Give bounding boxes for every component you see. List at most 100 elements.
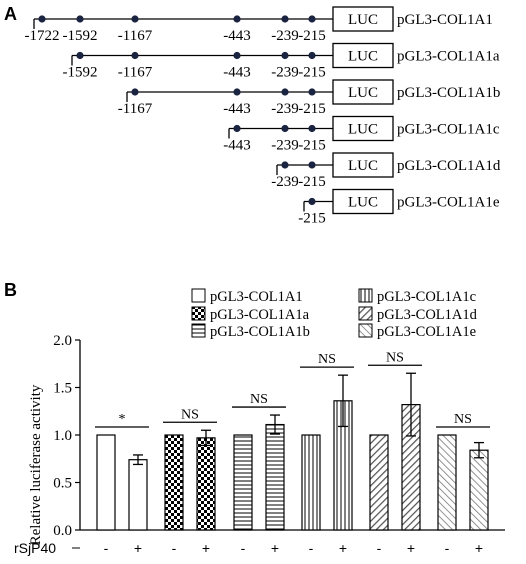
- y-tick-label: 0.5: [53, 476, 72, 492]
- treatment-symbol: +: [202, 540, 210, 556]
- treatment-symbol: -: [309, 540, 314, 556]
- binding-site-dot: [233, 88, 241, 96]
- y-tick-label: 0.0: [53, 523, 72, 539]
- significance-label: NS: [181, 407, 199, 422]
- construct-row: -1167 -443 -239 -215 LUC pGL3-COL1A1b: [118, 79, 500, 117]
- binding-site-dot: [233, 15, 241, 23]
- treatment-symbol: +: [407, 540, 415, 556]
- binding-site-dot: [131, 51, 139, 60]
- panel-b-letter: B: [4, 280, 17, 300]
- binding-site-dot: [38, 15, 46, 23]
- luc-box: [332, 115, 394, 142]
- significance-label: NS: [386, 350, 404, 365]
- bar: [196, 437, 216, 531]
- luciferase-bar-chart: 0.0 0.5 1.0 1.5 2.0 Relative luciferase activ…: [14, 333, 505, 556]
- panel-a-letter: A: [4, 4, 17, 24]
- construct-row: -215 LUC pGL3-COL1A1e: [298, 188, 500, 227]
- legend-swatch: [191, 288, 206, 303]
- treatment-symbol: +: [271, 540, 279, 556]
- treatment-label: rSjP40: [14, 540, 56, 556]
- bar: [369, 434, 389, 531]
- construct-row: -239 -215 LUC pGL3-COL1A1d: [271, 152, 501, 190]
- position-label: -1722: [25, 28, 60, 44]
- bar: [265, 423, 285, 531]
- bar: [128, 459, 148, 531]
- y-tick-label: 2.0: [53, 333, 72, 349]
- binding-site-dot: [281, 88, 289, 96]
- treatment-symbol: +: [134, 540, 142, 556]
- bar-group: NS - +: [436, 412, 490, 556]
- luc-label: LUC: [348, 49, 378, 65]
- legend-swatch: [358, 288, 373, 303]
- position-label: -215: [298, 138, 326, 154]
- binding-site-dot: [281, 161, 289, 169]
- position-label: -215: [298, 28, 326, 44]
- position-label: -1167: [118, 65, 153, 81]
- binding-site-dot: [308, 197, 316, 206]
- binding-site-dot: [131, 15, 139, 23]
- y-tick-label: 1.5: [53, 381, 72, 397]
- binding-site-dot: [76, 51, 84, 60]
- position-label: -443: [223, 101, 251, 117]
- treatment-symbol: -: [172, 540, 177, 556]
- position-label: -239: [271, 28, 299, 44]
- bar-group: NS - +: [368, 350, 422, 556]
- treatment-symbol: -: [445, 540, 450, 556]
- binding-site-dot: [308, 124, 316, 133]
- binding-site-dot: [76, 15, 84, 23]
- luc-box: [332, 42, 394, 69]
- construct-name: pGL3-COL1A1d: [397, 158, 501, 174]
- bar-group: NS - +: [163, 407, 217, 556]
- significance-label: *: [119, 412, 126, 427]
- legend-swatch: [191, 323, 206, 338]
- binding-site-dot: [233, 124, 241, 133]
- binding-site-dot: [281, 51, 289, 60]
- significance-label: NS: [250, 392, 268, 407]
- bar: [301, 434, 321, 531]
- construct-name: pGL3-COL1A1b: [397, 85, 500, 101]
- bar: [233, 434, 253, 531]
- luc-box: [332, 188, 394, 215]
- treatment-symbol: -: [104, 540, 109, 556]
- legend-label: pGL3-COL1A1d: [377, 307, 478, 323]
- treatment-symbol: +: [475, 540, 483, 556]
- position-label: -215: [298, 211, 326, 227]
- binding-site-dot: [281, 124, 289, 133]
- position-label: -443: [223, 28, 251, 44]
- construct-row: -443 -239 -215 LUC pGL3-COL1A1c: [223, 115, 500, 154]
- position-label: -239: [271, 65, 299, 81]
- position-label: -1592: [63, 28, 98, 44]
- treatment-symbol: -: [241, 540, 246, 556]
- position-label: -239: [271, 174, 299, 190]
- luc-label: LUC: [348, 195, 378, 211]
- binding-site-dot: [308, 161, 316, 169]
- binding-site-dot: [308, 51, 316, 60]
- luc-label: LUC: [348, 12, 378, 28]
- legend-label: pGL3-COL1A1a: [210, 307, 310, 323]
- bar-group: * - +: [95, 412, 149, 556]
- significance-label: NS: [318, 352, 336, 367]
- construct-row: -1592 -1167 -443 -239 -215 LUC pGL3-COL1A1a: [63, 42, 500, 81]
- position-label: -443: [223, 138, 251, 154]
- position-label: -215: [298, 101, 326, 117]
- bar: [437, 434, 457, 531]
- luc-box: [332, 152, 394, 178]
- luc-label: LUC: [348, 122, 378, 138]
- legend-label: pGL3-COL1A1: [210, 289, 303, 305]
- position-label: -215: [298, 174, 326, 190]
- bar-group: NS - +: [300, 352, 354, 556]
- position-label: -239: [271, 138, 299, 154]
- position-label: -215: [298, 65, 326, 81]
- binding-site-dot: [281, 15, 289, 23]
- luc-box: [332, 6, 394, 32]
- y-tick-label: 1.0: [53, 428, 72, 444]
- legend-label: pGL3-COL1A1b: [210, 324, 310, 340]
- construct-name: pGL3-COL1A1c: [397, 122, 500, 138]
- construct-name: pGL3-COL1A1e: [397, 195, 500, 211]
- binding-site-dot: [308, 88, 316, 96]
- bar: [469, 449, 489, 531]
- binding-site-dot: [233, 51, 241, 60]
- bar: [96, 434, 116, 531]
- legend-swatch: [191, 306, 206, 321]
